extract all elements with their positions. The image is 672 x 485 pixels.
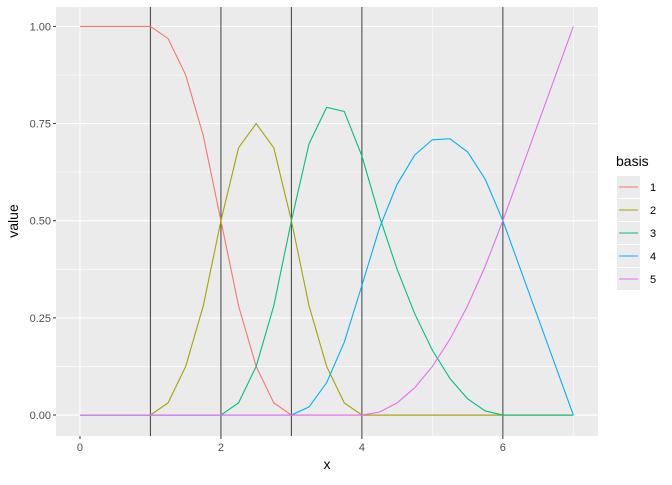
y-axis-label: value xyxy=(5,204,21,238)
y-tick-label: 0.25 xyxy=(30,313,51,325)
x-tick-label: 4 xyxy=(359,442,365,454)
series-line-2 xyxy=(79,122,574,416)
panel-background xyxy=(56,7,598,436)
y-tick-label: 0.75 xyxy=(30,119,51,131)
legend-label: 1 xyxy=(650,182,656,194)
series-lines xyxy=(79,25,574,416)
legend-label: 3 xyxy=(650,228,656,240)
x-tick-label: 0 xyxy=(77,442,83,454)
x-axis: 0 2 4 6 xyxy=(77,436,506,454)
y-axis: 0.00 0.25 0.50 0.75 1.00 xyxy=(30,21,56,422)
legend-title: basis xyxy=(616,153,649,169)
legend-label: 4 xyxy=(650,251,656,263)
x-axis-label: x xyxy=(324,456,331,472)
y-tick-label: 0.50 xyxy=(30,216,51,228)
y-tick-label: 1.00 xyxy=(30,21,51,33)
x-tick-label: 2 xyxy=(218,442,224,454)
legend-label: 2 xyxy=(650,205,656,217)
x-tick-label: 6 xyxy=(500,442,506,454)
y-tick-label: 0.00 xyxy=(30,410,51,422)
legend: basis 1 2 3 4 5 xyxy=(611,153,656,290)
legend-label: 5 xyxy=(650,274,656,286)
series-line-5 xyxy=(79,26,574,416)
